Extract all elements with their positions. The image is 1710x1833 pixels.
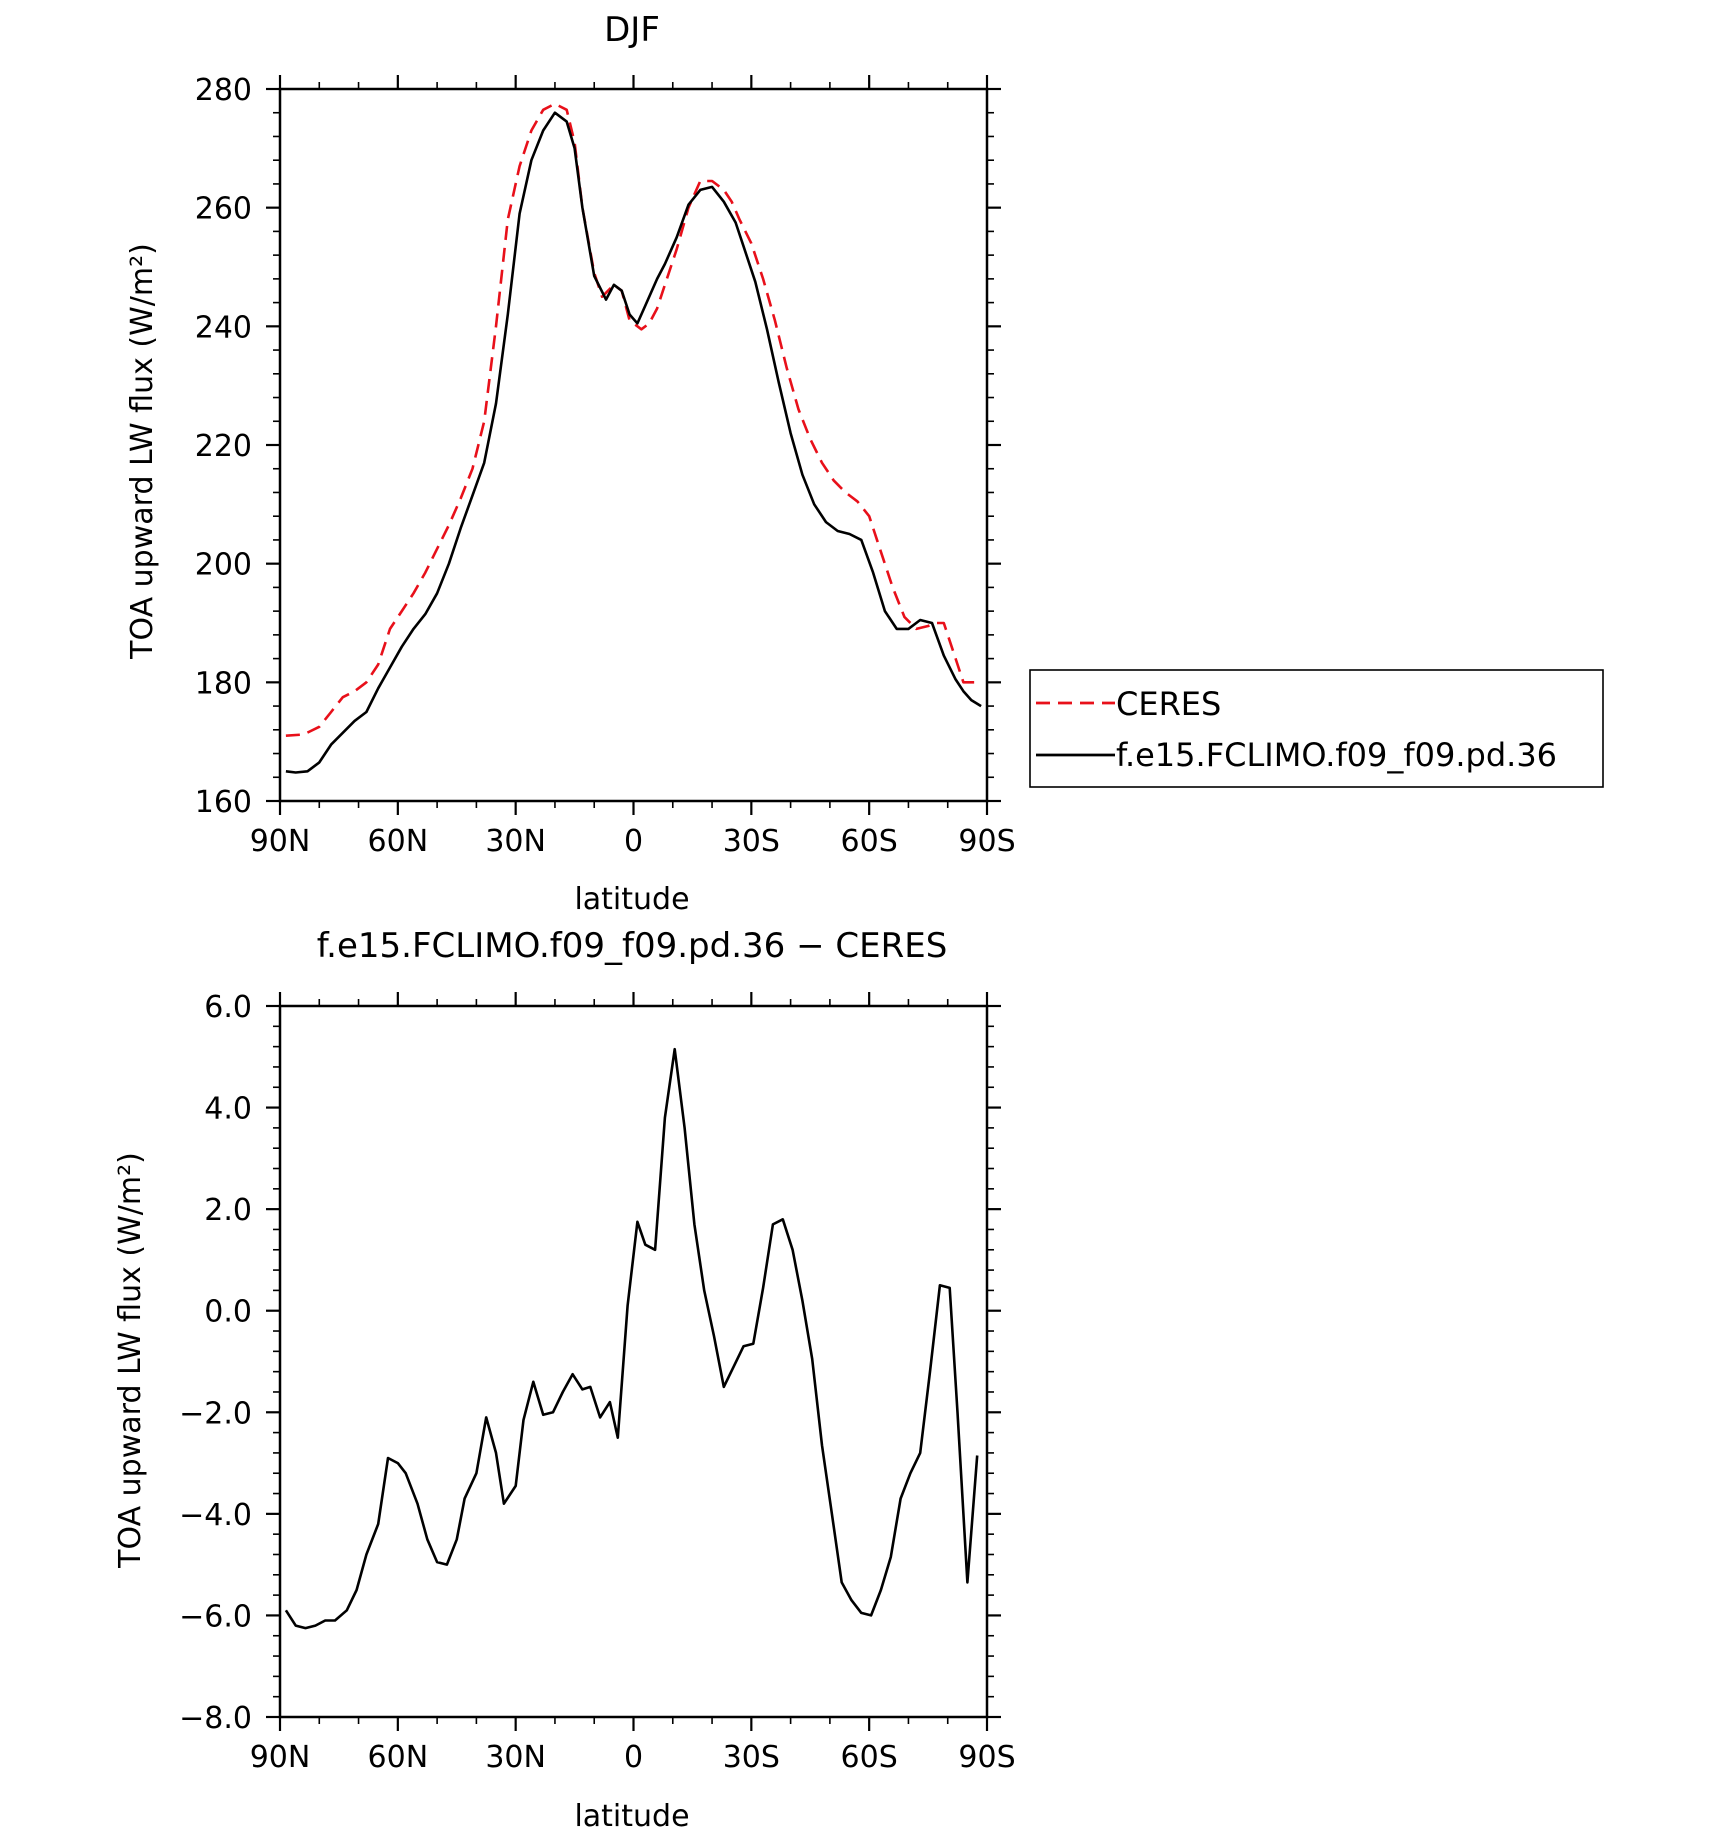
top-y-tick-label: 260 (195, 192, 252, 227)
bottom-x-tick-label: 0 (624, 1740, 643, 1775)
top-x-tick-label: 60S (841, 824, 898, 859)
panel-bottom-difference: f.e15.FCLIMO.f09_f09.pd.36 − CERES TOA u… (113, 926, 1016, 1833)
legend-label-model: f.e15.FCLIMO.f09_f09.pd.36 (1116, 736, 1557, 774)
top-y-tick-label: 220 (195, 429, 252, 464)
top-series-lines (285, 102, 982, 774)
panel-top-djf: DJF TOA upward LW flux (W/m²) latitude 9… (125, 10, 1016, 917)
bottom-y-tick-label: 2.0 (204, 1193, 252, 1228)
bottom-y-tick-labels: −8.0 −6.0 −4.0 −2.0 0.0 2.0 4.0 6.0 (179, 990, 252, 1736)
bottom-series-line-0 (284, 1047, 979, 1630)
top-y-axis-label: TOA upward LW flux (W/m²) (125, 243, 160, 660)
bottom-y-tick-label: 0.0 (204, 1295, 252, 1330)
bottom-tick-marks (266, 992, 1001, 1731)
top-y-tick-labels: 160 180 200 220 240 260 280 (195, 73, 252, 820)
legend-box (1029, 669, 1604, 788)
top-y-tick-label: 180 (195, 666, 252, 701)
bottom-x-axis-label: latitude (574, 1799, 689, 1833)
bottom-y-tick-label: −4.0 (179, 1498, 252, 1533)
bottom-y-tick-label: 4.0 (204, 1092, 252, 1127)
bottom-x-tick-label: 30N (485, 1740, 546, 1775)
top-x-tick-label: 90N (250, 824, 311, 859)
top-y-tick-label: 240 (195, 310, 252, 345)
top-plot-frame (278, 87, 989, 803)
bottom-y-axis-label-text: TOA upward LW flux (W/m²) (113, 1152, 148, 1569)
top-tick-marks (266, 75, 1001, 815)
legend-label-ceres: CERES (1116, 685, 1221, 723)
top-x-tick-label: 0 (624, 824, 643, 859)
bottom-y-tick-label: −6.0 (179, 1599, 252, 1634)
top-x-tick-label: 30N (485, 824, 546, 859)
top-x-tick-label: 60N (368, 824, 429, 859)
top-y-axis-label-text: TOA upward LW flux (W/m²) (125, 243, 160, 660)
bottom-y-tick-label: −2.0 (179, 1396, 252, 1431)
bottom-x-tick-label: 30S (723, 1740, 780, 1775)
bottom-y-axis-label: TOA upward LW flux (W/m²) (113, 1152, 148, 1569)
top-x-axis-label: latitude (574, 882, 689, 917)
bottom-x-tick-label: 60S (841, 1740, 898, 1775)
top-series-line-1 (285, 111, 982, 774)
bottom-x-tick-label: 90S (958, 1740, 1015, 1775)
bottom-plot-frame (278, 1004, 989, 1719)
bottom-y-tick-label: 6.0 (204, 990, 252, 1025)
bottom-x-tick-label: 90N (250, 1740, 311, 1775)
bottom-x-tick-label: 60N (368, 1740, 429, 1775)
top-y-tick-label: 160 (195, 785, 252, 820)
top-chart-title: DJF (604, 10, 660, 50)
bottom-chart-title: f.e15.FCLIMO.f09_f09.pd.36 − CERES (317, 926, 948, 966)
bottom-series-lines (284, 1047, 979, 1630)
top-x-tick-labels: 90N 60N 30N 0 30S 60S 90S (250, 824, 1016, 859)
top-y-tick-label: 280 (195, 73, 252, 108)
bottom-x-tick-labels: 90N 60N 30N 0 30S 60S 90S (250, 1740, 1016, 1775)
top-series-line-0 (285, 102, 982, 737)
top-x-tick-label: 30S (723, 824, 780, 859)
legend: CERES f.e15.FCLIMO.f09_f09.pd.36 (1029, 669, 1604, 788)
top-y-tick-label: 200 (195, 548, 252, 583)
bottom-y-tick-label: −8.0 (179, 1701, 252, 1736)
top-x-tick-label: 90S (958, 824, 1015, 859)
